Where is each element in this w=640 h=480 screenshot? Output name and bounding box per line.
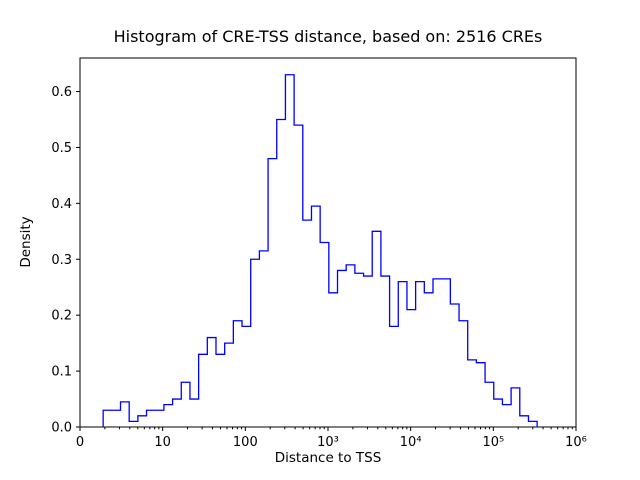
- x-tick-label: 100: [233, 435, 258, 450]
- y-tick-label: 0.5: [51, 141, 72, 156]
- x-axis-label: Distance to TSS: [275, 450, 382, 466]
- y-tick-label: 0.6: [51, 85, 72, 100]
- histogram-step-line: [102, 74, 538, 427]
- x-tick-label: 10³: [317, 435, 339, 450]
- x-tick-label: 0: [76, 435, 84, 450]
- y-tick-label: 0.1: [51, 365, 72, 380]
- y-tick-label: 0.4: [51, 197, 72, 212]
- y-tick-label: 0.3: [51, 253, 72, 268]
- plot-area-border: [79, 57, 577, 428]
- x-tick-label: 10⁶: [565, 435, 587, 450]
- x-tick-label: 10: [154, 435, 171, 450]
- x-axis-ticks: 0 10 100 10³ 10⁴ 10⁵ 10⁶: [76, 427, 587, 450]
- y-axis-label: Density: [18, 216, 34, 267]
- y-tick-label: 0.0: [51, 421, 72, 436]
- y-axis-ticks: 0.0 0.1 0.2 0.3 0.4 0.5 0.6: [51, 85, 80, 436]
- y-tick-label: 0.2: [51, 309, 72, 324]
- x-tick-label: 10⁴: [400, 435, 422, 450]
- chart-title: Histogram of CRE-TSS distance, based on:…: [114, 27, 543, 46]
- x-tick-label: 10⁵: [482, 435, 504, 450]
